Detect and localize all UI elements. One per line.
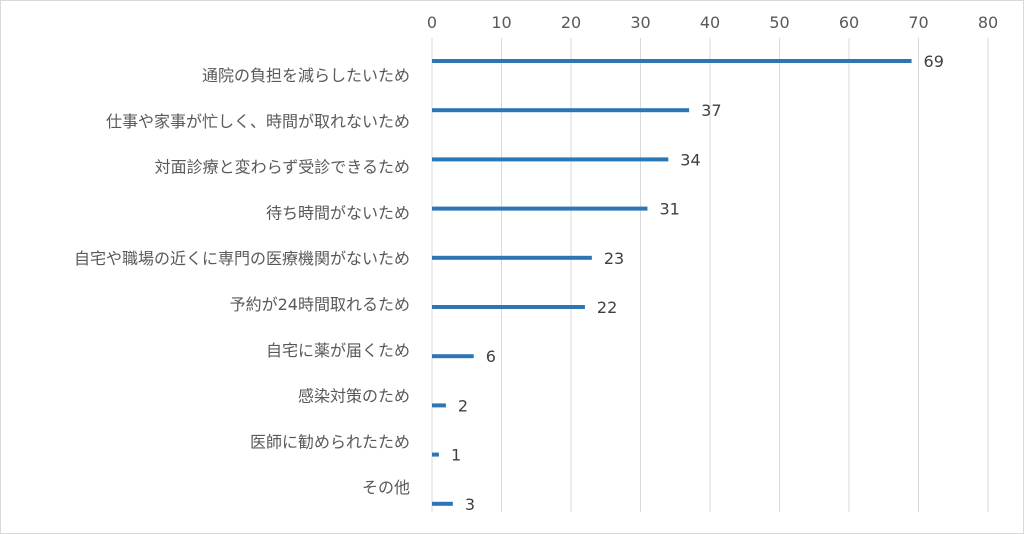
x-tick-label: 60 bbox=[839, 13, 859, 32]
bar bbox=[432, 206, 648, 211]
data-label: 34 bbox=[680, 150, 700, 169]
category-labels: 通院の負担を減らしたいため仕事や家事が忙しく、時間が取れないため対面診療と変わら… bbox=[74, 66, 410, 497]
gridlines bbox=[431, 38, 989, 512]
bar bbox=[432, 305, 585, 309]
data-label: 69 bbox=[924, 52, 944, 71]
data-label: 37 bbox=[701, 101, 721, 120]
bar bbox=[432, 255, 592, 260]
category-label: 予約が24時間取れるため bbox=[230, 295, 410, 314]
data-label: 2 bbox=[458, 396, 468, 415]
x-tick-label: 50 bbox=[769, 13, 789, 32]
data-label: 23 bbox=[604, 249, 624, 268]
x-axis-ticks: 0 10 20 30 40 50 60 70 80 bbox=[427, 13, 998, 32]
category-label: 待ち時間がないため bbox=[266, 203, 410, 222]
bar bbox=[432, 403, 446, 408]
category-label: 感染対策のため bbox=[298, 387, 410, 406]
category-label: 対面診療と変わらず受診できるため bbox=[155, 158, 410, 177]
bars bbox=[432, 59, 912, 506]
category-label: 自宅や職場の近くに専門の医療機関がないため bbox=[74, 249, 410, 268]
data-label: 31 bbox=[659, 200, 679, 219]
bar bbox=[432, 157, 669, 162]
bar bbox=[432, 501, 453, 506]
bar bbox=[432, 452, 439, 457]
x-tick-label: 10 bbox=[491, 13, 511, 32]
category-label: 通院の負担を減らしたいため bbox=[202, 66, 410, 85]
data-labels: 69 37 34 31 23 22 6 2 1 3 bbox=[451, 52, 944, 514]
category-label: 医師に勧められたため bbox=[250, 432, 410, 451]
bar bbox=[432, 59, 912, 63]
x-tick-label: 20 bbox=[561, 13, 581, 32]
bar bbox=[432, 354, 474, 359]
category-label: 仕事や家事が忙しく、時間が取れないため bbox=[106, 112, 410, 131]
x-tick-label: 80 bbox=[978, 13, 998, 32]
category-label: その他 bbox=[362, 478, 410, 497]
data-label: 22 bbox=[597, 298, 617, 317]
x-tick-label: 30 bbox=[630, 13, 650, 32]
x-tick-label: 0 bbox=[427, 13, 437, 32]
data-label: 3 bbox=[465, 495, 475, 514]
x-tick-label: 40 bbox=[700, 13, 720, 32]
bar bbox=[432, 108, 690, 113]
data-label: 6 bbox=[486, 347, 496, 366]
x-tick-label: 70 bbox=[908, 13, 928, 32]
category-label: 自宅に薬が届くため bbox=[266, 341, 410, 360]
data-label: 1 bbox=[451, 446, 461, 465]
